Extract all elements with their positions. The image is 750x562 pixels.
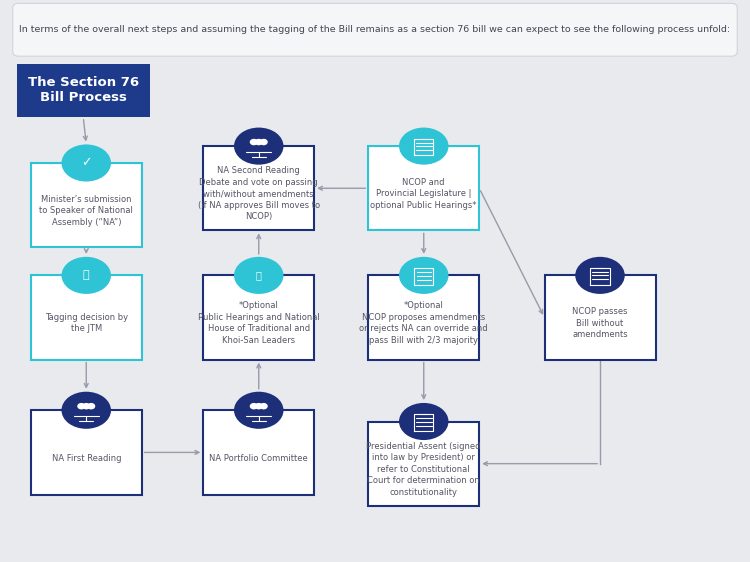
FancyBboxPatch shape <box>13 3 737 56</box>
Circle shape <box>399 403 448 440</box>
Circle shape <box>62 257 111 294</box>
Circle shape <box>260 139 267 144</box>
Circle shape <box>575 257 625 294</box>
FancyBboxPatch shape <box>31 275 142 360</box>
FancyBboxPatch shape <box>368 146 479 230</box>
Circle shape <box>399 257 448 294</box>
Circle shape <box>260 404 267 409</box>
Circle shape <box>255 139 262 144</box>
Circle shape <box>251 404 257 409</box>
Text: Minister’s submission
to Speaker of National
Assembly (“NA”): Minister’s submission to Speaker of Nati… <box>39 195 134 226</box>
Text: *Optional
NCOP proposes amendments
or rejects NA can override and
pass Bill with: *Optional NCOP proposes amendments or re… <box>359 301 488 345</box>
FancyBboxPatch shape <box>31 163 142 247</box>
Text: Presidential Assent (signed
into law by President) or
refer to Constitutional
Co: Presidential Assent (signed into law by … <box>367 442 481 497</box>
FancyBboxPatch shape <box>203 146 314 230</box>
Text: ✓: ✓ <box>81 156 92 170</box>
Circle shape <box>234 257 284 294</box>
FancyBboxPatch shape <box>31 410 142 495</box>
Text: NA First Reading: NA First Reading <box>52 454 121 463</box>
Text: Tagging decision by
the JTM: Tagging decision by the JTM <box>45 313 128 333</box>
Circle shape <box>234 128 284 165</box>
FancyBboxPatch shape <box>368 275 479 360</box>
Circle shape <box>399 128 448 165</box>
Text: *Optional
Public Hearings and National
House of Traditional and
Khoi-San Leaders: *Optional Public Hearings and National H… <box>198 301 320 345</box>
Text: NCOP and
Provincial Legislature |
optional Public Hearings*: NCOP and Provincial Legislature | option… <box>370 178 477 210</box>
Text: NA Portfolio Committee: NA Portfolio Committee <box>209 454 308 463</box>
FancyBboxPatch shape <box>544 275 656 360</box>
Text: The Section 76
Bill Process: The Section 76 Bill Process <box>28 76 139 104</box>
Circle shape <box>88 404 94 409</box>
Text: 💬: 💬 <box>256 270 262 280</box>
FancyBboxPatch shape <box>368 422 479 506</box>
Text: In terms of the overall next steps and assuming the tagging of the Bill remains : In terms of the overall next steps and a… <box>20 25 730 34</box>
Circle shape <box>78 404 85 409</box>
Circle shape <box>251 139 257 144</box>
Text: ⌛: ⌛ <box>83 270 89 280</box>
Circle shape <box>62 392 111 429</box>
FancyBboxPatch shape <box>203 275 314 360</box>
FancyBboxPatch shape <box>16 64 150 117</box>
Circle shape <box>234 392 284 429</box>
Circle shape <box>62 144 111 182</box>
Circle shape <box>255 404 262 409</box>
Text: NA Second Reading
Debate and vote on passing
with/without amendments
(if NA appr: NA Second Reading Debate and vote on pas… <box>198 166 320 221</box>
FancyBboxPatch shape <box>203 410 314 495</box>
Circle shape <box>82 404 90 409</box>
Text: NCOP passes
Bill without
amendments: NCOP passes Bill without amendments <box>572 307 628 339</box>
